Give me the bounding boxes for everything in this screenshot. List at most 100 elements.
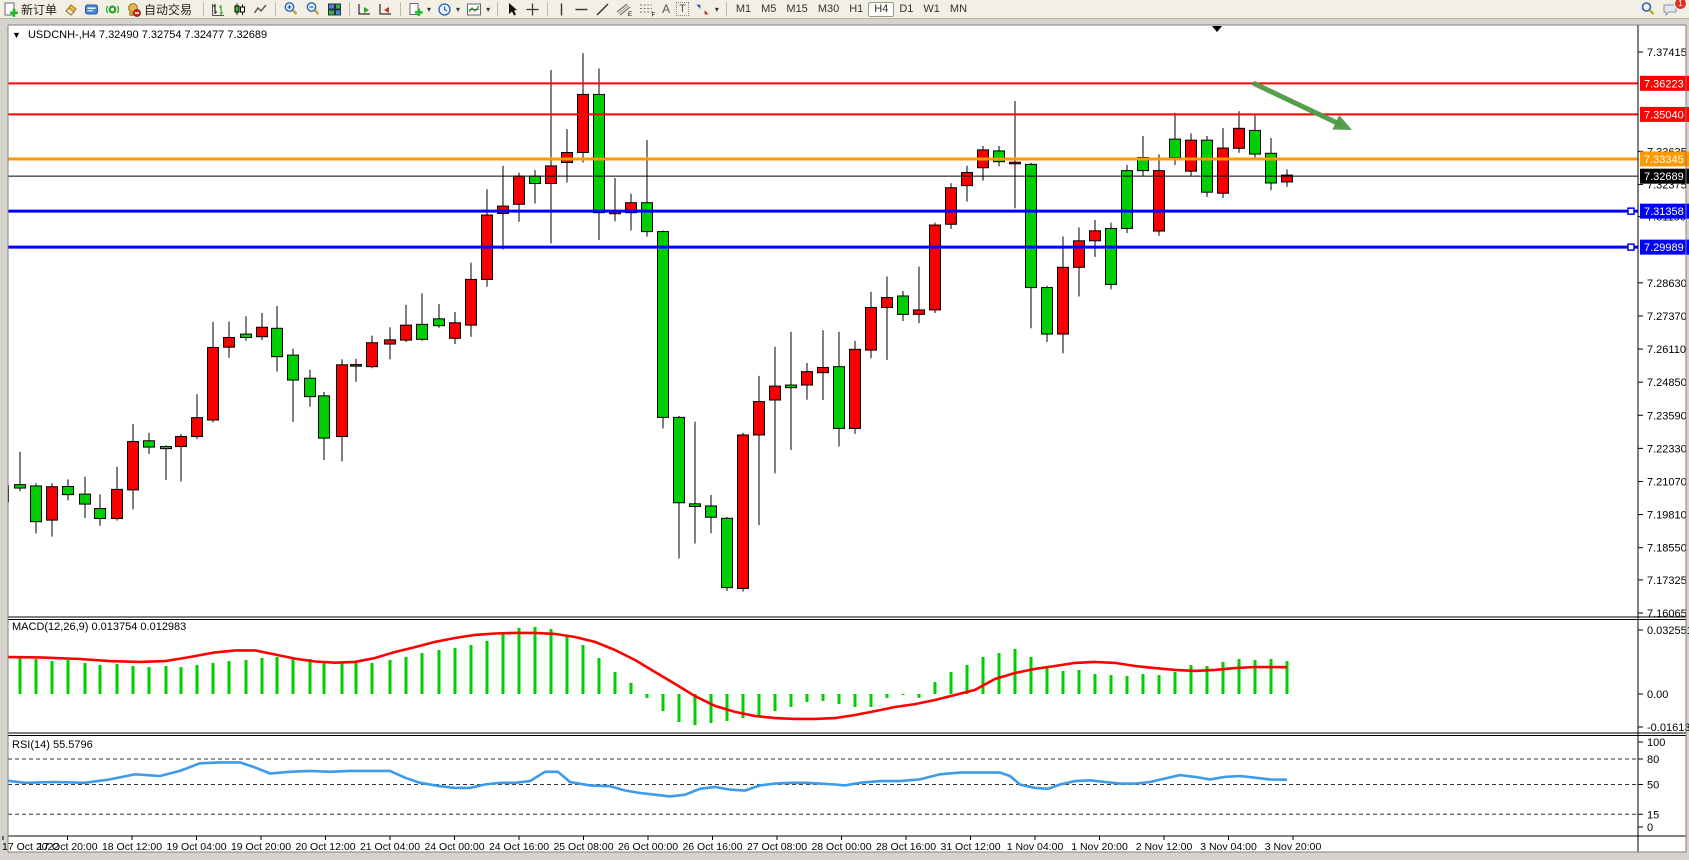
signal-button[interactable] — [102, 1, 123, 17]
toolbar-separator — [203, 2, 205, 16]
chart-symbol-period: USDCNH-,H4 — [27, 29, 96, 41]
rsi-panel — [8, 758, 1638, 815]
toolbar-separator — [275, 2, 277, 16]
text-tool-button[interactable]: A — [659, 1, 673, 17]
svg-text:7.35040: 7.35040 — [1644, 109, 1684, 121]
chevron-down-icon: ▾ — [427, 4, 432, 14]
svg-text:17 Oct 20:00: 17 Oct 20:00 — [37, 841, 97, 853]
svg-text:1 Nov 04:00: 1 Nov 04:00 — [1007, 841, 1064, 853]
arrows-tool-button[interactable]: ▾ — [692, 1, 722, 17]
cursor-icon — [509, 2, 518, 15]
svg-text:7.26110: 7.26110 — [1647, 344, 1686, 356]
label-tool-button[interactable]: T — [673, 1, 692, 17]
indicators-button[interactable]: ▾ — [463, 1, 493, 17]
channel-icon: E — [616, 3, 632, 17]
zoom-out-button[interactable] — [302, 1, 324, 17]
tab-timeframe-m30[interactable]: M30 — [817, 3, 840, 15]
chevron-down-icon: ▾ — [456, 4, 461, 14]
tab-timeframe-m15[interactable]: M15 — [786, 3, 808, 15]
zoom-in-icon — [284, 2, 298, 15]
tab-timeframe-mn[interactable]: MN — [949, 3, 968, 15]
svg-text:F: F — [652, 12, 656, 17]
tab-timeframe-m1[interactable]: M1 — [735, 3, 752, 15]
svg-text:25 Oct 08:00: 25 Oct 08:00 — [553, 841, 613, 853]
svg-text:7.23590: 7.23590 — [1647, 410, 1687, 422]
svg-text:20 Oct 12:00: 20 Oct 12:00 — [295, 841, 355, 853]
level-lines-layer — [8, 82, 1638, 251]
svg-text:7.33345: 7.33345 — [1644, 154, 1684, 166]
auto-scroll-icon — [358, 3, 371, 14]
svg-text:50: 50 — [1647, 780, 1659, 792]
candlestick-chart-icon — [234, 3, 246, 15]
eraser-button[interactable] — [60, 1, 81, 17]
new-order-button[interactable]: 新订单 — [0, 1, 60, 17]
label-tool-icon: T — [676, 2, 689, 16]
svg-text:7.17325: 7.17325 — [1647, 575, 1687, 587]
text-tool-icon: A — [662, 2, 671, 16]
auto-scroll-button[interactable] — [354, 1, 375, 17]
svg-text:3 Nov 20:00: 3 Nov 20:00 — [1265, 841, 1322, 853]
bar-chart-button[interactable] — [208, 1, 229, 17]
symbol-dropdown-icon[interactable]: ▼ — [12, 30, 21, 40]
channel-tool-button[interactable]: E — [613, 1, 636, 17]
fibonacci-tool-button[interactable]: F — [636, 1, 659, 17]
bar-chart-icon — [212, 3, 225, 16]
zoom-out-icon — [306, 2, 320, 15]
svg-text:26 Oct 00:00: 26 Oct 00:00 — [618, 841, 678, 853]
svg-text:E: E — [628, 12, 632, 17]
svg-text:24 Oct 00:00: 24 Oct 00:00 — [424, 841, 484, 853]
chart-shift-button[interactable] — [375, 1, 396, 17]
new-order-icon — [4, 2, 18, 17]
tab-timeframe-h4[interactable]: H4 — [868, 1, 895, 17]
new-order-label: 新订单 — [21, 2, 58, 17]
chart-ohlc-values: 7.32490 7.32754 7.32477 7.32689 — [98, 29, 268, 41]
rsi-axis: 100 80 50 150 — [1638, 737, 1665, 834]
auto-trading-icon — [128, 2, 141, 17]
svg-text:7.24850: 7.24850 — [1647, 377, 1687, 389]
auto-trading-button[interactable]: 自动交易 — [123, 1, 195, 17]
toolbar-separator — [400, 2, 402, 16]
svg-text:-0.016137: -0.016137 — [1647, 722, 1689, 734]
fibonacci-icon: F — [640, 4, 656, 17]
search-button[interactable] — [1637, 1, 1659, 17]
chart-shift-marker — [1212, 26, 1222, 32]
main-toolbar: 新订单 自动交易 — [0, 0, 1689, 19]
svg-text:100: 100 — [1647, 737, 1665, 749]
eraser-icon — [65, 3, 77, 16]
tab-timeframe-m5[interactable]: M5 — [761, 3, 777, 15]
macd-indicator-label: MACD(12,26,9) 0.013754 0.012983 — [12, 621, 187, 633]
period-button[interactable]: ▾ — [434, 1, 463, 17]
crosshair-tool-button[interactable] — [522, 1, 543, 17]
svg-text:21 Oct 04:00: 21 Oct 04:00 — [360, 841, 420, 853]
rsi-line — [8, 761, 1288, 798]
vertical-line-tool-button[interactable] — [552, 1, 571, 17]
new-chart-icon — [409, 2, 423, 16]
market-watch-button[interactable] — [81, 1, 102, 17]
tile-windows-button[interactable] — [324, 1, 345, 17]
horizontal-line-tool-button[interactable] — [571, 1, 592, 17]
new-chart-button[interactable]: ▾ — [405, 1, 434, 17]
notifications-button[interactable]: 1 — [1659, 0, 1687, 17]
line-chart-button[interactable] — [250, 1, 271, 17]
price-axis: 7.374157.336357.323757.311507.286307.273… — [1637, 25, 1689, 852]
svg-text:0.032551: 0.032551 — [1647, 625, 1689, 637]
tab-timeframe-w1[interactable]: W1 — [923, 3, 940, 15]
macd-signal-line — [8, 631, 1288, 721]
zoom-in-button[interactable] — [280, 1, 302, 17]
svg-text:7.22330: 7.22330 — [1647, 443, 1687, 455]
svg-text:7.32689: 7.32689 — [1644, 171, 1684, 183]
tab-timeframe-h1[interactable]: H1 — [849, 3, 864, 15]
toolbar-separator — [547, 2, 549, 16]
arrows-tool-icon — [695, 4, 709, 14]
search-icon — [1641, 2, 1655, 15]
svg-text:27 Oct 08:00: 27 Oct 08:00 — [747, 841, 807, 853]
tab-timeframe-d1[interactable]: D1 — [899, 3, 914, 15]
auto-trading-label: 自动交易 — [144, 2, 193, 17]
svg-text:7.27370: 7.27370 — [1647, 311, 1687, 323]
trendline-tool-button[interactable] — [592, 1, 613, 17]
candlestick-chart-button[interactable] — [229, 1, 250, 17]
trendline-icon — [596, 3, 609, 15]
cursor-tool-button[interactable] — [502, 1, 522, 17]
